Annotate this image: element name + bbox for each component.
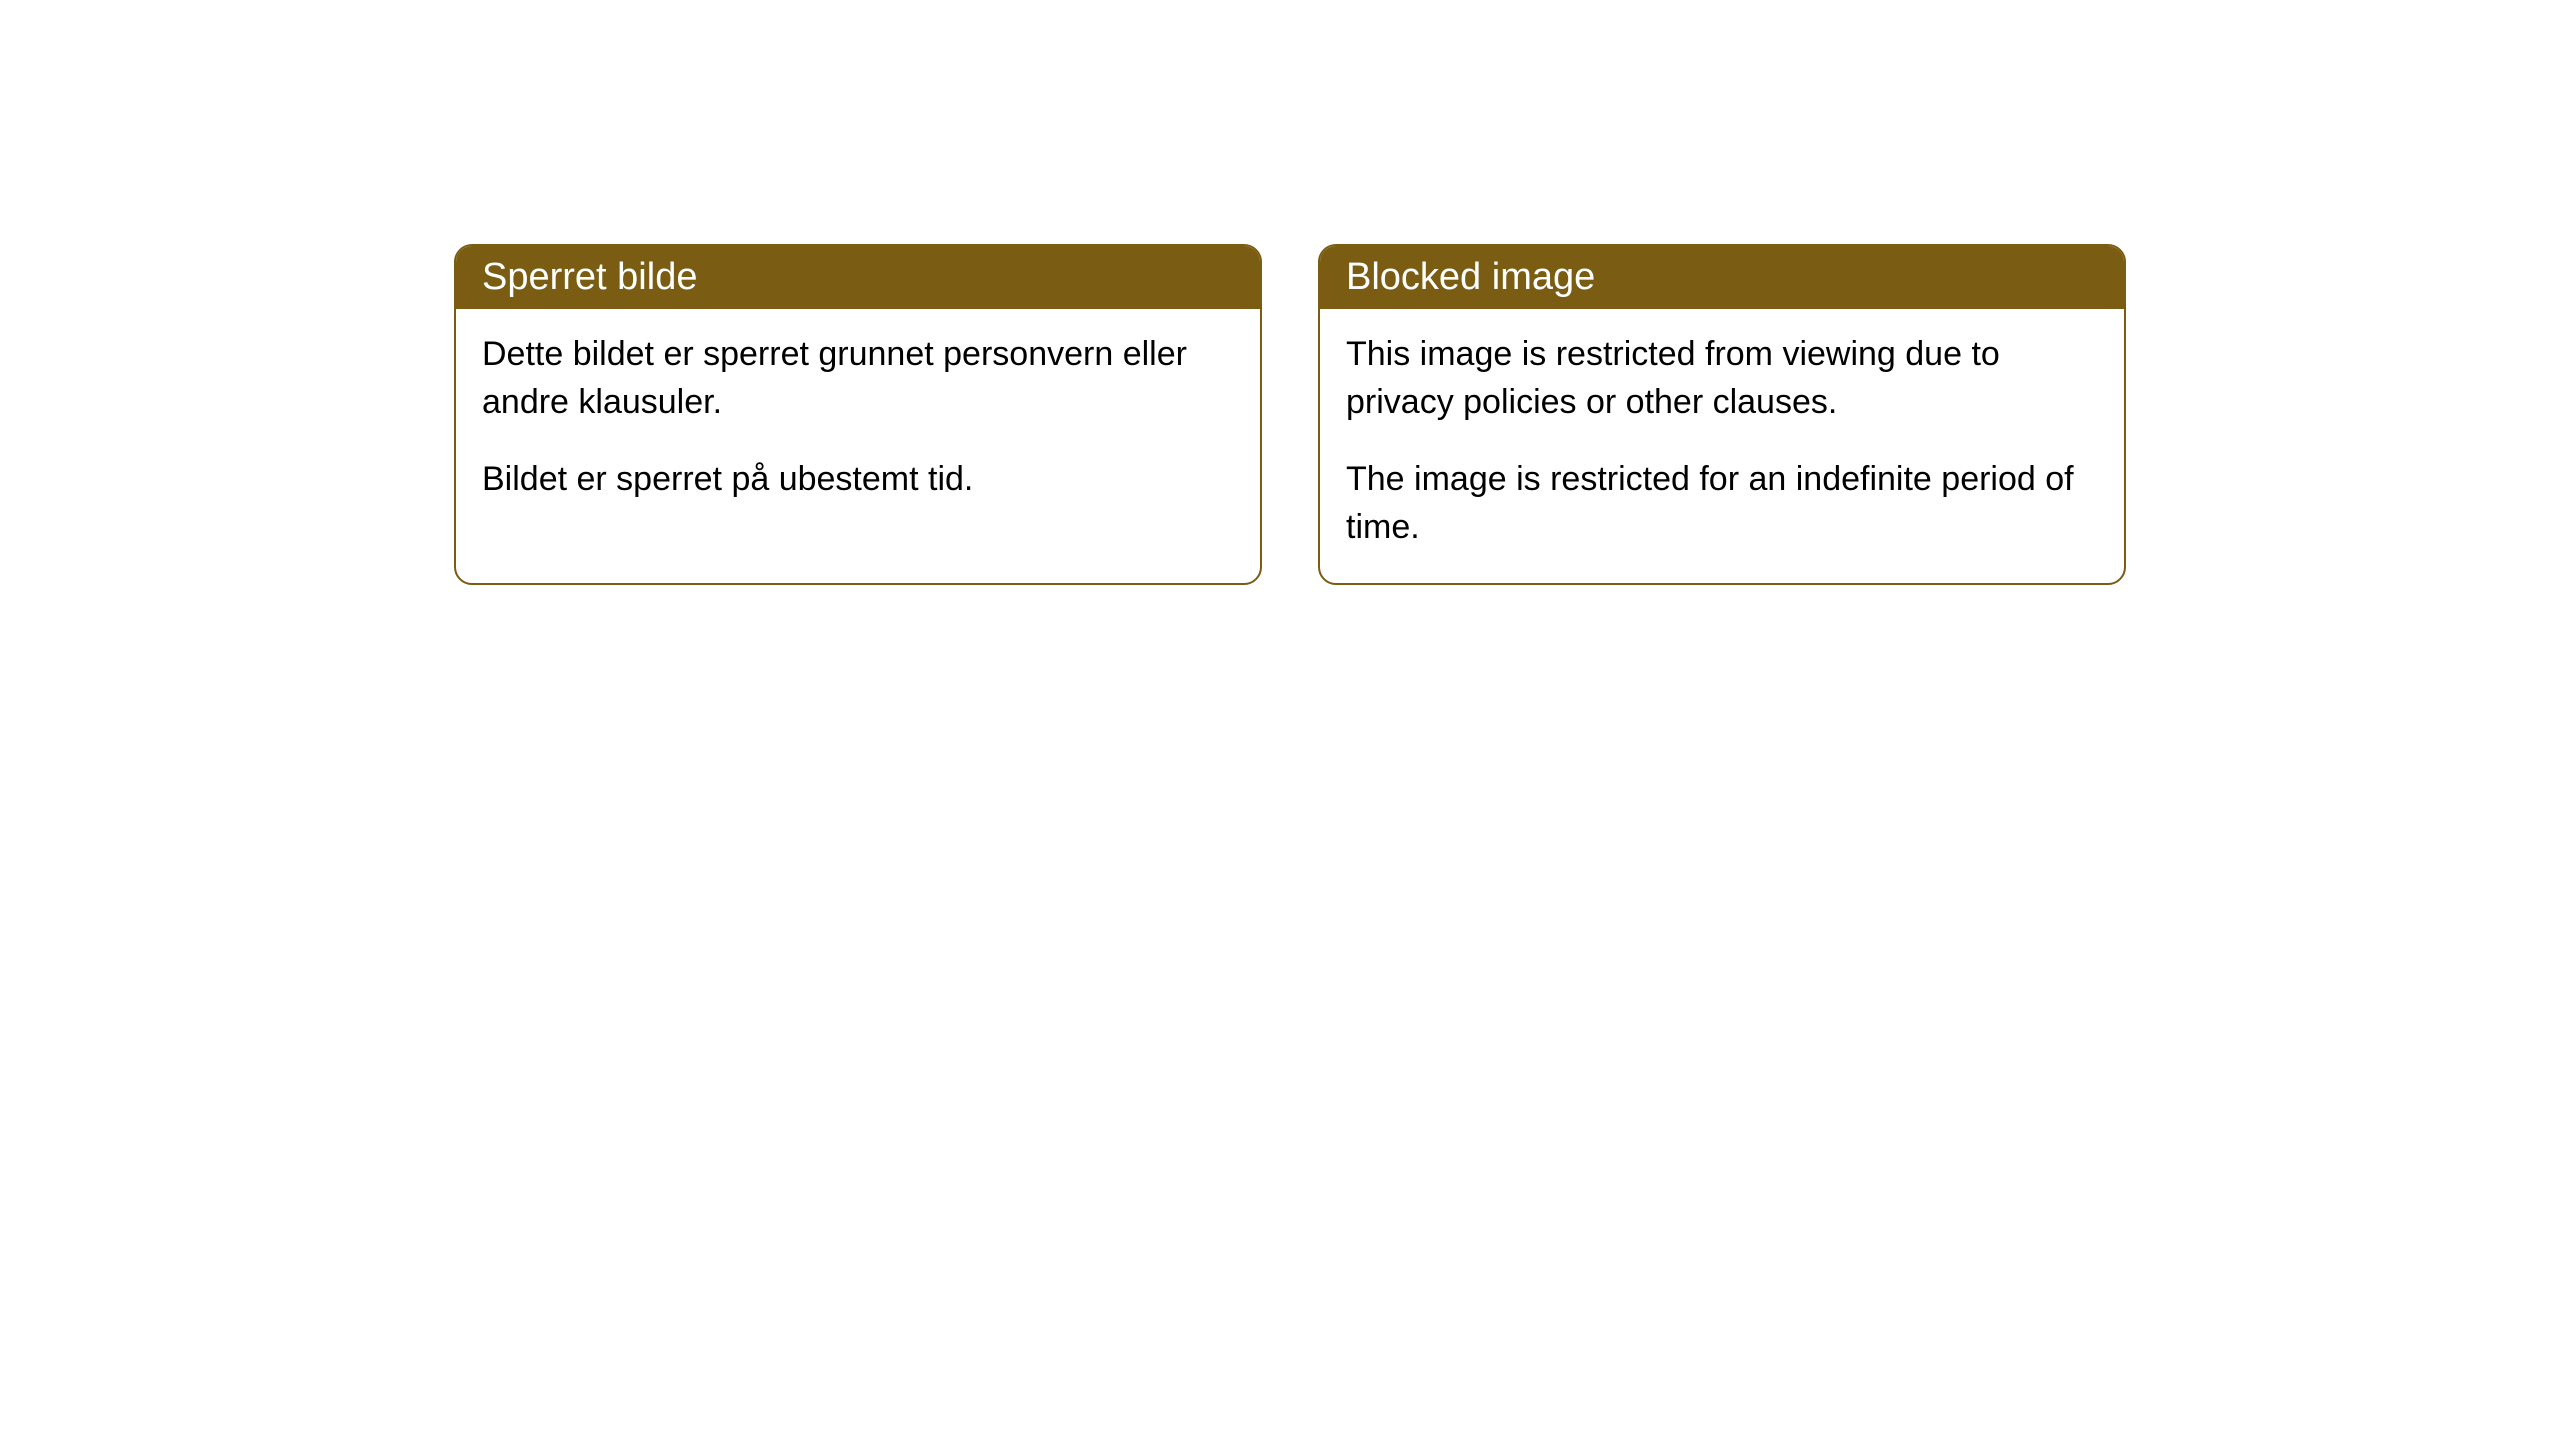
card-paragraph: Bildet er sperret på ubestemt tid. <box>482 456 1234 504</box>
card-paragraph: The image is restricted for an indefinit… <box>1346 456 2098 551</box>
card-header: Blocked image <box>1320 246 2124 309</box>
card-body: Dette bildet er sperret grunnet personve… <box>456 309 1260 536</box>
blocked-image-card-en: Blocked image This image is restricted f… <box>1318 244 2126 585</box>
blocked-image-card-no: Sperret bilde Dette bildet er sperret gr… <box>454 244 1262 585</box>
card-paragraph: Dette bildet er sperret grunnet personve… <box>482 331 1234 426</box>
card-header: Sperret bilde <box>456 246 1260 309</box>
card-paragraph: This image is restricted from viewing du… <box>1346 331 2098 426</box>
card-body: This image is restricted from viewing du… <box>1320 309 2124 583</box>
notice-container: Sperret bilde Dette bildet er sperret gr… <box>0 0 2560 585</box>
